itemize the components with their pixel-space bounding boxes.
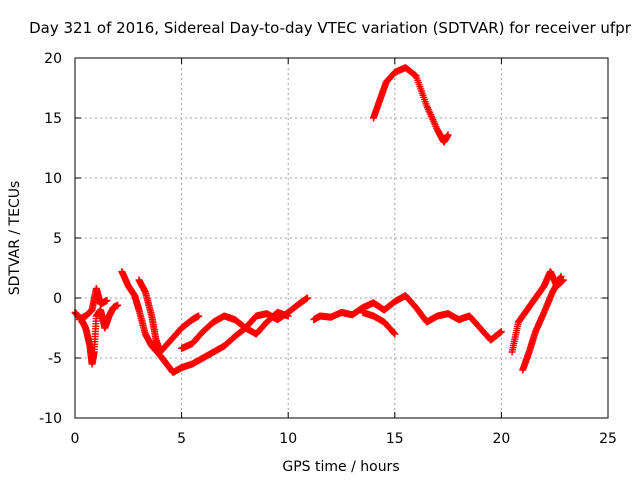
series-arc-8: [369, 64, 452, 146]
data-point: [444, 131, 452, 139]
data-point: [284, 312, 292, 320]
x-tick-labels: 0 5 10 15 20 25: [71, 431, 617, 447]
y-tick-label: 15: [44, 111, 62, 127]
grid-lines: [75, 58, 608, 418]
x-tick-label: 25: [599, 431, 617, 447]
y-tick-label: -10: [39, 411, 62, 427]
series-arc-7: [359, 308, 399, 338]
series-arc-6: [310, 292, 505, 344]
y-tick-label: 0: [53, 291, 62, 307]
series-arc-4: [135, 276, 203, 356]
data-point: [390, 329, 398, 337]
y-tick-label: 20: [44, 51, 62, 67]
series-arc-5: [178, 308, 292, 352]
data-point: [391, 330, 399, 338]
x-axis-label: GPS time / hours: [282, 459, 399, 475]
x-tick-label: 20: [492, 431, 510, 447]
x-tick-label: 5: [177, 431, 186, 447]
data-point: [195, 312, 203, 320]
y-tick-label: -5: [48, 351, 62, 367]
data-point: [303, 294, 311, 302]
y-axis-label: SDTVAR / TECUs: [7, 181, 23, 296]
x-tick-label: 10: [279, 431, 297, 447]
data-point: [557, 272, 565, 280]
data-points: [71, 64, 567, 376]
x-tick-label: 0: [71, 431, 80, 447]
series-arc-3: [118, 268, 311, 376]
series-arc-2: [75, 284, 111, 324]
x-tick-label: 15: [386, 431, 404, 447]
series-arc-10: [519, 272, 565, 374]
series-arc-1: [71, 301, 122, 368]
y-tick-labels: -10 -5 0 5 10 15 20: [39, 51, 62, 427]
data-point: [114, 301, 122, 309]
data-point: [103, 296, 111, 304]
plot-frame: [74, 57, 609, 419]
chart-title: Day 321 of 2016, Sidereal Day-to-day VTE…: [29, 19, 632, 37]
y-tick-label: 10: [44, 171, 62, 187]
y-tick-label: 5: [53, 231, 62, 247]
data-point: [497, 328, 505, 336]
